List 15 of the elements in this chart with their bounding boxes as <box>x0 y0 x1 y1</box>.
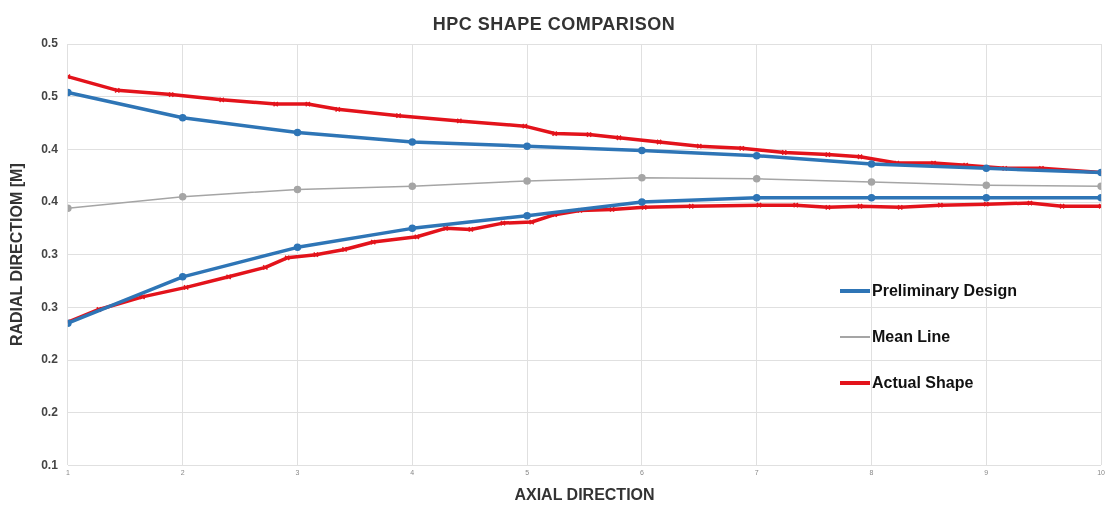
legend-label: Preliminary Design <box>872 282 1017 300</box>
y-tick-label: 0.5 <box>41 88 59 103</box>
y-tick-label: 0.3 <box>41 247 59 262</box>
y-tick-label: 0.2 <box>41 352 59 367</box>
y-tick-label: 0.2 <box>41 405 59 420</box>
y-axis-title: RADIAL DIRECTIOM [M] <box>8 163 26 347</box>
legend-label: Actual Shape <box>872 374 974 392</box>
y-tick-label: 0.3 <box>41 299 59 314</box>
chart-title: HPC SHAPE COMPARISON <box>431 14 677 35</box>
y-tick-label: 0.4 <box>41 194 59 209</box>
x-axis-title: AXIAL DIRECTION <box>514 485 655 503</box>
legend-label: Mean Line <box>872 328 951 346</box>
y-tick-label: 0.4 <box>41 141 59 156</box>
y-tick-label: 0.5 <box>41 36 59 51</box>
y-tick-label: 0.1 <box>41 457 59 472</box>
